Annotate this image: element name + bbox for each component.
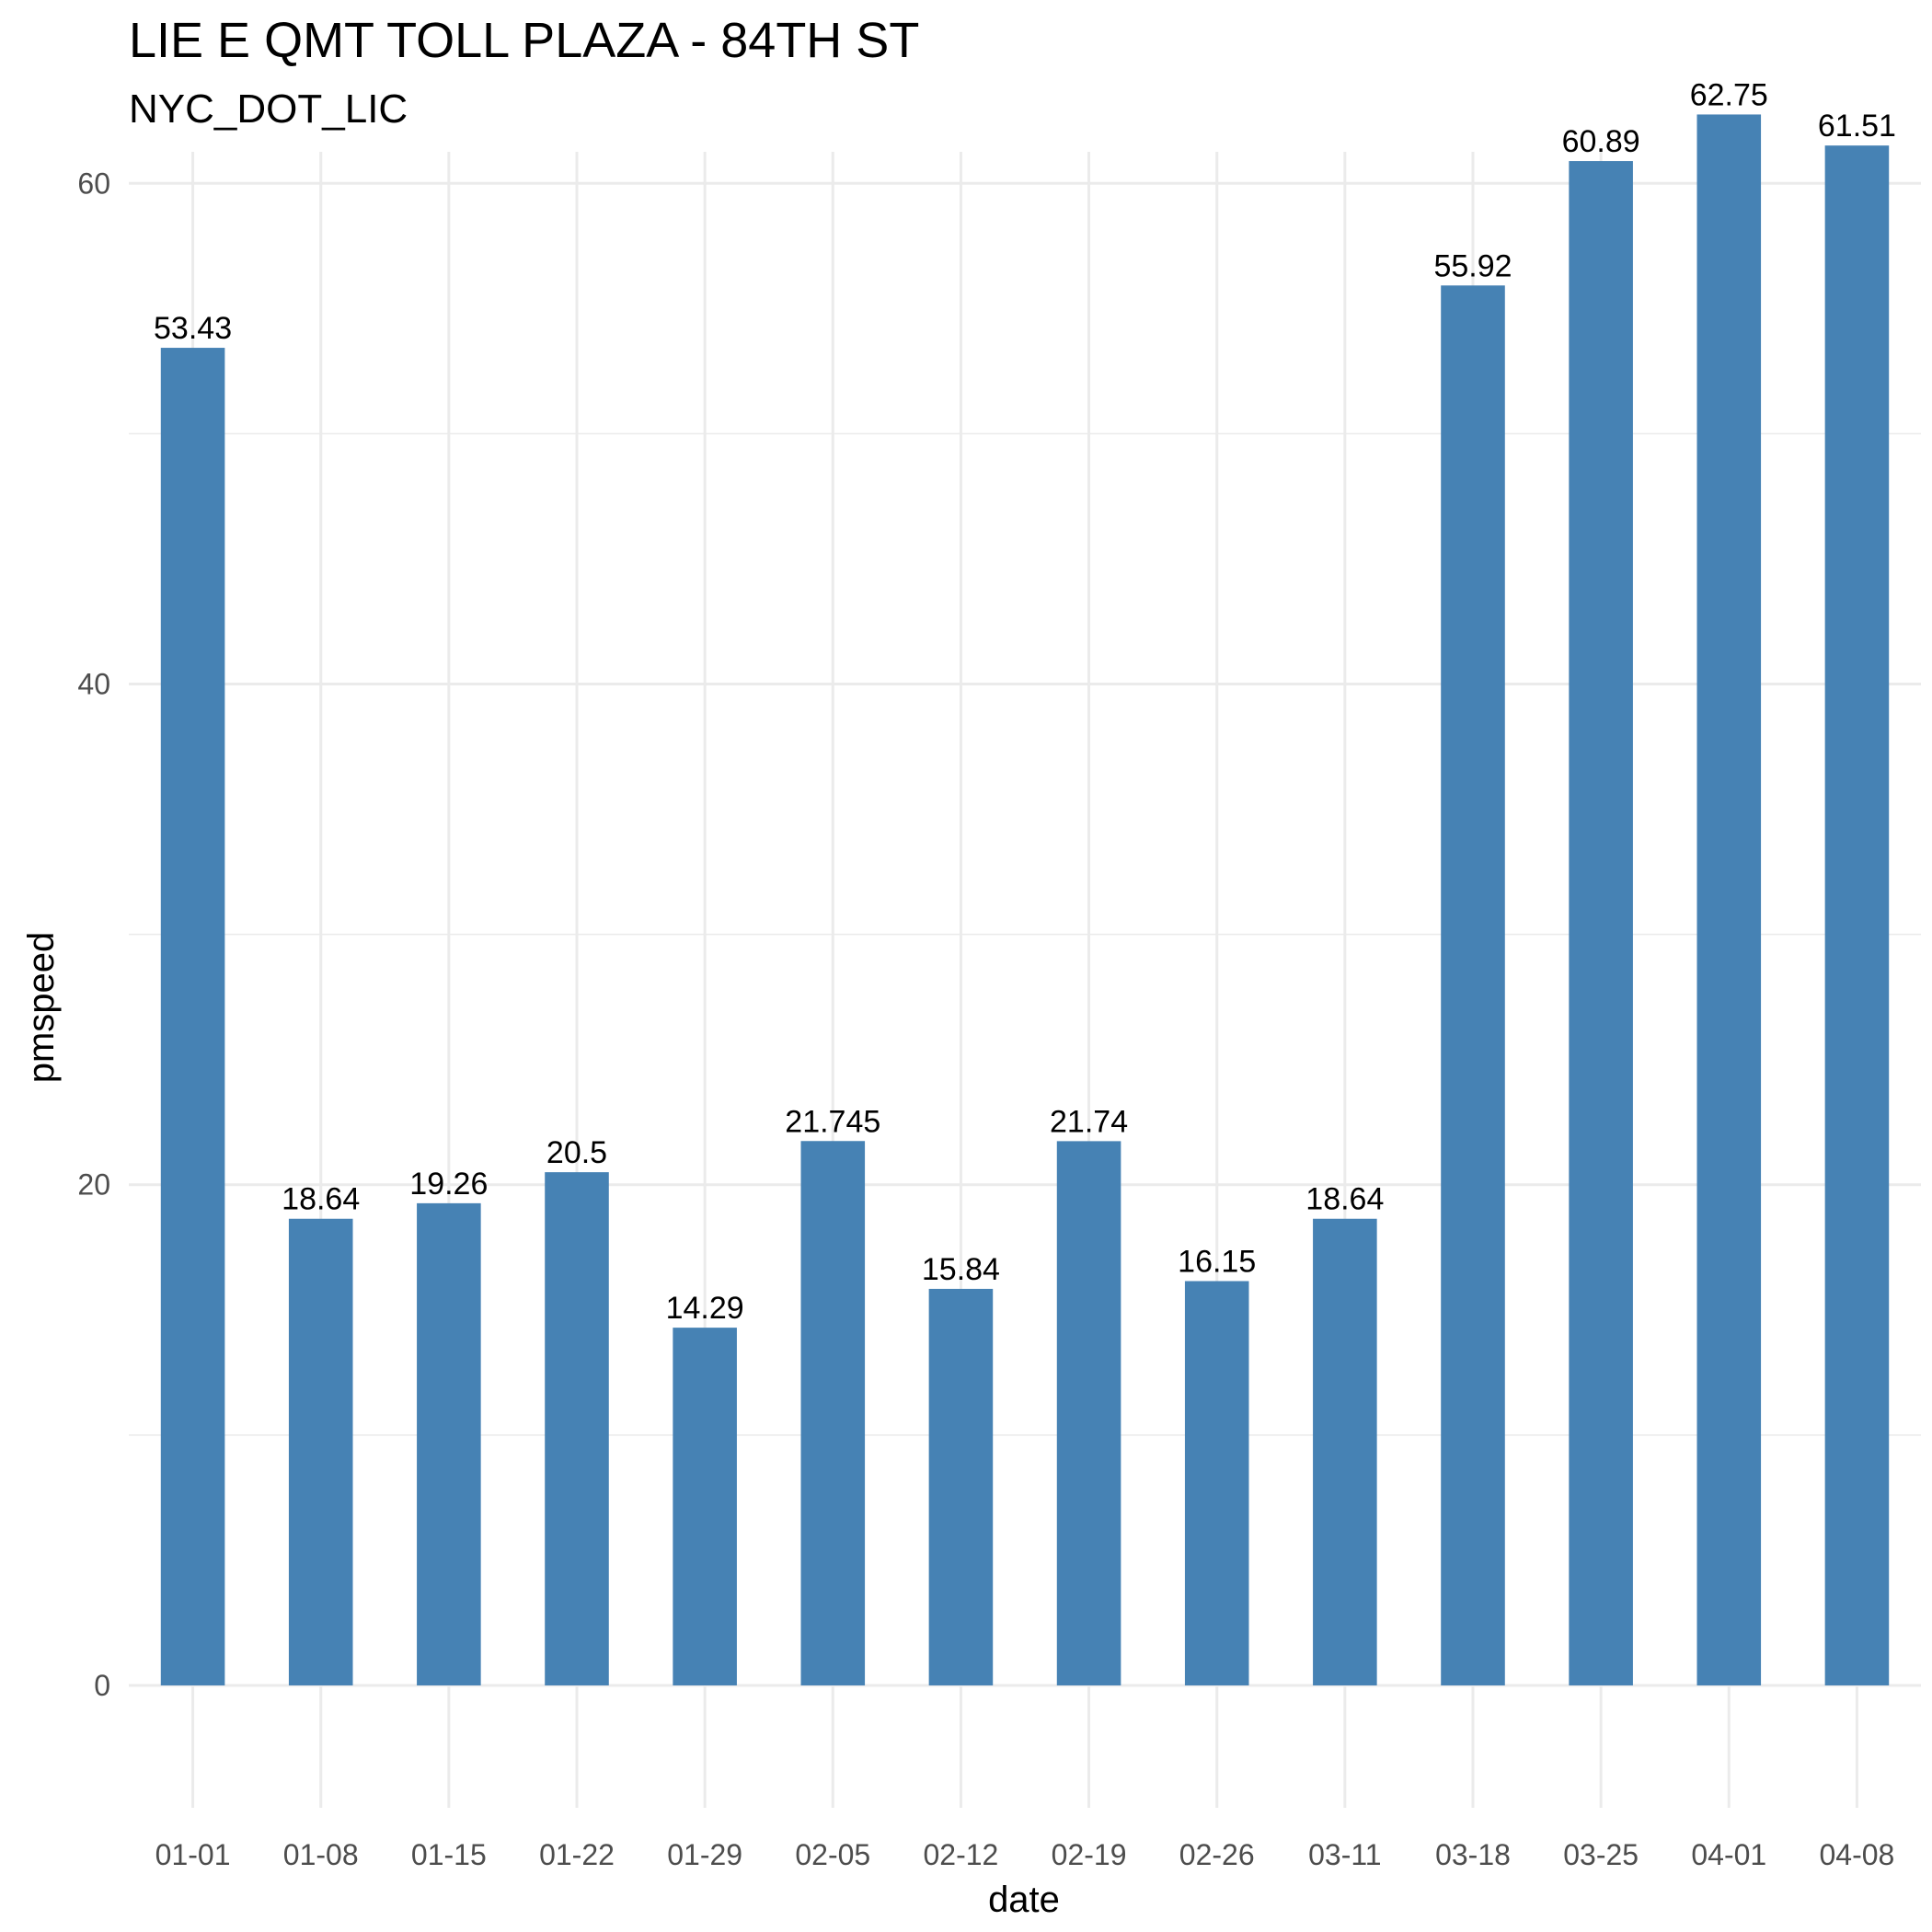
y-axis-title: pmspeed bbox=[21, 932, 62, 1084]
bar bbox=[1313, 1218, 1377, 1685]
grid-lines bbox=[129, 152, 1921, 1808]
data-label: 16.15 bbox=[1178, 1245, 1256, 1280]
x-tick-label: 01-01 bbox=[155, 1838, 231, 1871]
x-tick-label: 01-15 bbox=[411, 1838, 487, 1871]
x-axis-title: date bbox=[988, 1880, 1060, 1920]
x-tick-label: 04-01 bbox=[1691, 1838, 1766, 1871]
data-label: 55.92 bbox=[1433, 248, 1512, 283]
x-tick-label: 01-29 bbox=[667, 1838, 742, 1871]
bar bbox=[673, 1328, 737, 1685]
data-label: 60.89 bbox=[1562, 124, 1640, 159]
x-tick-label: 03-18 bbox=[1435, 1838, 1511, 1871]
x-tick-label: 04-08 bbox=[1820, 1838, 1895, 1871]
y-tick-label: 20 bbox=[77, 1168, 110, 1202]
data-label: 21.745 bbox=[785, 1104, 880, 1139]
x-tick-label: 01-22 bbox=[539, 1838, 615, 1871]
x-tick-label: 01-08 bbox=[283, 1838, 359, 1871]
data-label: 20.5 bbox=[546, 1135, 607, 1170]
x-axis-ticks: 01-01 01-08 01-15 01-22 01-29 02-05 02-12 02-19… bbox=[155, 1838, 1895, 1871]
data-labels: 53.43 18.64 19.26 20.5 14.29 21.745 15.84 21.74… bbox=[154, 77, 1896, 1326]
bar bbox=[928, 1288, 994, 1685]
data-label: 14.29 bbox=[666, 1291, 744, 1326]
y-axis-ticks: 0 20 40 60 bbox=[77, 167, 110, 1702]
bar bbox=[417, 1202, 481, 1685]
chart-subtitle: NYC_DOT_LIC bbox=[129, 86, 408, 132]
x-tick-label: 02-05 bbox=[795, 1838, 870, 1871]
data-label: 15.84 bbox=[922, 1252, 1000, 1287]
bar bbox=[545, 1172, 609, 1685]
data-label: 21.74 bbox=[1050, 1104, 1128, 1139]
bars bbox=[160, 114, 1890, 1685]
bar bbox=[288, 1218, 353, 1685]
y-tick-label: 60 bbox=[77, 167, 110, 200]
x-tick-label: 02-26 bbox=[1179, 1838, 1255, 1871]
bar bbox=[1569, 161, 1633, 1685]
data-label: 19.26 bbox=[409, 1167, 488, 1202]
x-tick-label: 03-11 bbox=[1308, 1838, 1381, 1871]
data-label: 18.64 bbox=[282, 1182, 360, 1217]
data-label: 61.51 bbox=[1818, 109, 1896, 144]
x-tick-label: 03-25 bbox=[1563, 1838, 1639, 1871]
data-label: 53.43 bbox=[154, 311, 232, 346]
data-label: 62.75 bbox=[1690, 77, 1768, 112]
x-tick-label: 02-12 bbox=[924, 1838, 999, 1871]
bar bbox=[1441, 285, 1505, 1685]
bar bbox=[1696, 114, 1762, 1685]
bar bbox=[1824, 145, 1890, 1685]
x-tick-label: 02-19 bbox=[1052, 1838, 1127, 1871]
bar bbox=[1056, 1141, 1121, 1685]
bar bbox=[1184, 1281, 1249, 1685]
chart-title: LIE E QMT TOLL PLAZA - 84TH ST bbox=[129, 13, 919, 68]
bar bbox=[800, 1141, 866, 1685]
y-tick-label: 40 bbox=[77, 668, 110, 701]
y-tick-label: 0 bbox=[94, 1669, 110, 1702]
data-label: 18.64 bbox=[1305, 1182, 1384, 1217]
bar bbox=[160, 348, 225, 1685]
